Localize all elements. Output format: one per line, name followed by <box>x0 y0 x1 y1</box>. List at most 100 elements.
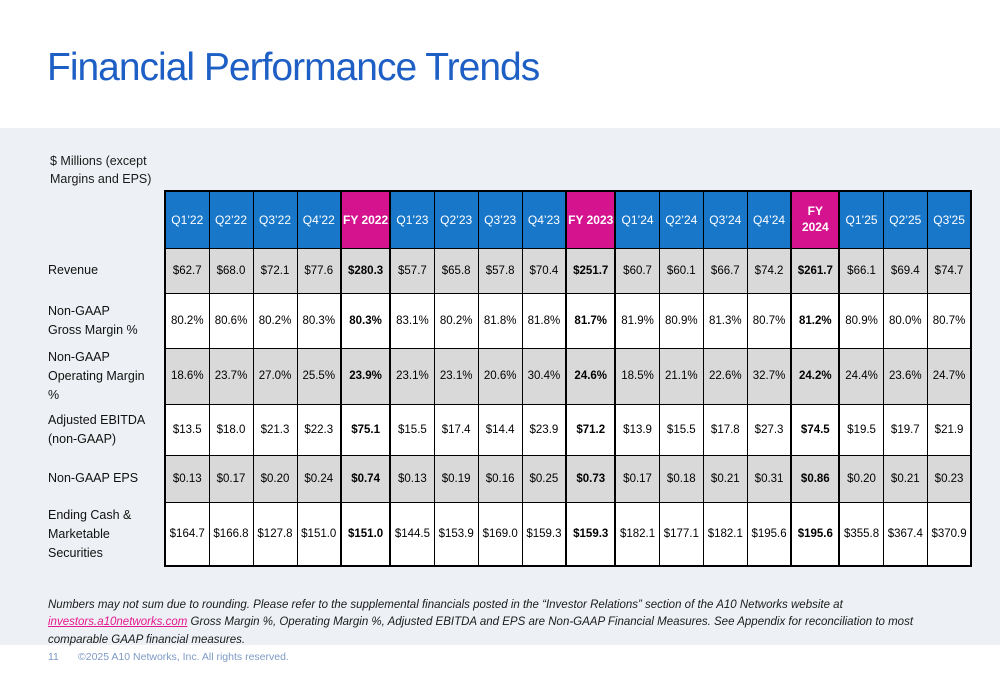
investor-relations-link[interactable]: investors.a10networks.com <box>48 616 188 629</box>
table-cell: $164.7 <box>164 501 210 568</box>
table-cell: $144.5 <box>389 501 435 568</box>
table-cell: 81.9% <box>614 292 660 349</box>
table-cell: $151.0 <box>339 501 392 568</box>
table-cell: $75.1 <box>339 403 392 456</box>
table-cell: $0.31 <box>746 454 792 503</box>
table-cell: 80.2% <box>433 292 479 349</box>
column-header: FY 2023 <box>565 190 617 249</box>
table-cell: $74.7 <box>926 247 973 294</box>
column-header: Q2’25 <box>882 190 928 249</box>
table-cell: $19.5 <box>838 403 884 456</box>
table-cell: 21.1% <box>658 347 704 405</box>
table-cell: $70.4 <box>521 247 567 294</box>
table-cell: $261.7 <box>790 247 841 294</box>
row-label: Revenue <box>48 263 99 278</box>
row-label: Non-GAAP Gross Margin % <box>48 303 138 337</box>
table-cell: $60.7 <box>614 247 660 294</box>
table-cell: $0.17 <box>614 454 660 503</box>
table-cell: 81.3% <box>702 292 748 349</box>
table-cell: $0.17 <box>208 454 254 503</box>
table-cell: $0.25 <box>521 454 567 503</box>
table-cell: $0.13 <box>164 454 210 503</box>
table-cell: $13.9 <box>614 403 660 456</box>
column-header: Q2’23 <box>433 190 479 249</box>
footnote-text-before: Numbers may not sum due to rounding. Ple… <box>48 599 843 611</box>
table-cell: 80.2% <box>164 292 210 349</box>
table-cell: 24.4% <box>838 347 884 405</box>
column-header: FY 2024 <box>790 190 841 249</box>
table-cell: 32.7% <box>746 347 792 405</box>
column-header: Q3’22 <box>252 190 298 249</box>
table-cell: $66.1 <box>838 247 884 294</box>
table-cell: $127.8 <box>252 501 298 568</box>
table-cell: $57.7 <box>389 247 435 294</box>
table-cell: $0.73 <box>565 454 617 503</box>
column-header: Q2’22 <box>208 190 254 249</box>
table-cell: $19.7 <box>882 403 928 456</box>
column-header: FY 2022 <box>339 190 392 249</box>
table-cell: $21.3 <box>252 403 298 456</box>
table-cell: $153.9 <box>433 501 479 568</box>
column-header: Q1’22 <box>164 190 210 249</box>
table-cell: 80.3% <box>296 292 342 349</box>
footnote-text-after: Gross Margin %, Operating Margin %, Adju… <box>48 616 914 646</box>
table-cell: $15.5 <box>658 403 704 456</box>
table-cell: $0.20 <box>838 454 884 503</box>
row-label: Ending Cash & Marketable Securities <box>48 508 132 560</box>
table-cell: $355.8 <box>838 501 884 568</box>
table-row: Ending Cash & Marketable Securities $164.… <box>48 501 973 568</box>
table-cell: 30.4% <box>521 347 567 405</box>
table-cell: $21.9 <box>926 403 973 456</box>
table-row: Adjusted EBITDA (non-GAAP) $13.5 $18.0 $21.… <box>48 403 973 456</box>
table-cell: $17.8 <box>702 403 748 456</box>
table-cell: 24.6% <box>565 347 617 405</box>
table-cell: $18.0 <box>208 403 254 456</box>
table-cell: 80.7% <box>926 292 973 349</box>
table-cell: $0.21 <box>702 454 748 503</box>
table-cell: $0.23 <box>926 454 973 503</box>
column-header: Q1’23 <box>389 190 435 249</box>
row-label: Adjusted EBITDA (non-GAAP) <box>48 413 146 446</box>
page-title: Financial Performance Trends <box>47 46 540 89</box>
table-cell: 23.6% <box>882 347 928 405</box>
table-cell: $60.1 <box>658 247 704 294</box>
table-cell: $195.6 <box>790 501 841 568</box>
column-header: Q3’23 <box>477 190 523 249</box>
row-label: Non-GAAP Operating Margin % <box>48 350 145 402</box>
table-cell: 18.5% <box>614 347 660 405</box>
table-cell: $69.4 <box>882 247 928 294</box>
table-cell: 23.1% <box>433 347 479 405</box>
table-cell: $71.2 <box>565 403 617 456</box>
table-cell: $0.18 <box>658 454 704 503</box>
financial-performance-table: Q1’22 Q2’22 Q3’22 Q4’22 FY 2022 Q1’23 Q2’23 Q3’… <box>48 190 973 568</box>
table-row: Non-GAAP Operating Margin % 18.6% 23.7% 27.… <box>48 347 973 405</box>
table-cell: 22.6% <box>702 347 748 405</box>
table-cell: $72.1 <box>252 247 298 294</box>
table-cell: 80.6% <box>208 292 254 349</box>
table-cell: $0.86 <box>790 454 841 503</box>
table-row: Revenue $62.7 $68.0 $72.1 $77.6 $280.3 $57.7 $6… <box>48 247 973 294</box>
table-cell: $74.5 <box>790 403 841 456</box>
table-cell: $182.1 <box>702 501 748 568</box>
table-cell: 23.9% <box>339 347 392 405</box>
table-cell: 80.7% <box>746 292 792 349</box>
column-header: Q2’24 <box>658 190 704 249</box>
table-cell: $22.3 <box>296 403 342 456</box>
table-cell: 80.2% <box>252 292 298 349</box>
table-row: Non-GAAP EPS $0.13 $0.17 $0.20 $0.24 $0.74 $0.… <box>48 454 973 503</box>
table-cell: 20.6% <box>477 347 523 405</box>
table-cell: $367.4 <box>882 501 928 568</box>
table-cell: 83.1% <box>389 292 435 349</box>
table-cell: $0.16 <box>477 454 523 503</box>
column-header: Q3’24 <box>702 190 748 249</box>
table-cell: $195.6 <box>746 501 792 568</box>
table-cell: 80.3% <box>339 292 392 349</box>
table-cell: 23.1% <box>389 347 435 405</box>
table-header: Q1’22 Q2’22 Q3’22 Q4’22 FY 2022 Q1’23 Q2’23 Q3’… <box>48 190 973 249</box>
table-body: Revenue $62.7 $68.0 $72.1 $77.6 $280.3 $57.7 $6… <box>48 247 973 568</box>
column-header: Q4’24 <box>746 190 792 249</box>
table-cell: $17.4 <box>433 403 479 456</box>
table-cell: 81.8% <box>477 292 523 349</box>
column-header: Q1’25 <box>838 190 884 249</box>
table-row: Non-GAAP Gross Margin % 80.2% 80.6% 80.2% 80… <box>48 292 973 349</box>
